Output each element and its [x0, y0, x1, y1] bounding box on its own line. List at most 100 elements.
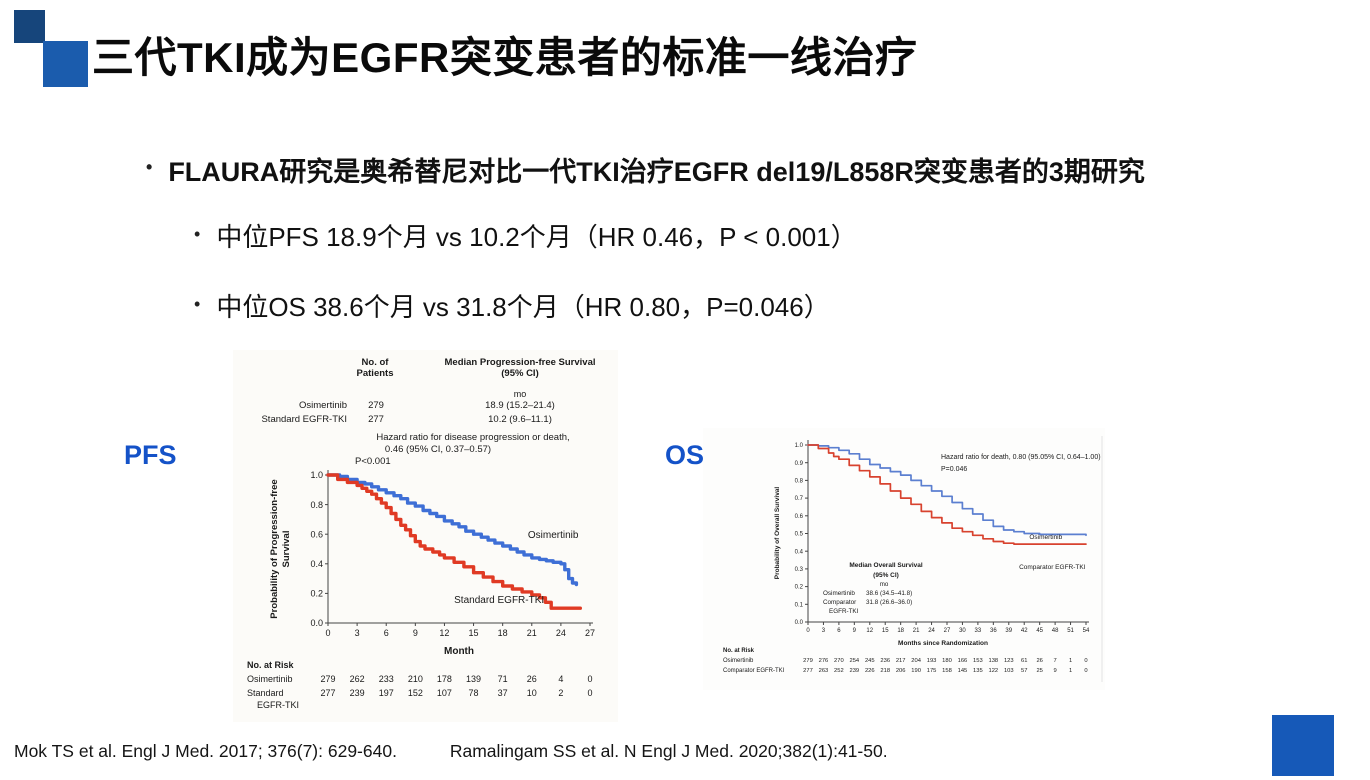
risk-count: 57 [1021, 668, 1027, 674]
inset-unit: mo [880, 581, 889, 588]
footer-corner-square [1272, 715, 1334, 776]
risk-count: 107 [437, 688, 452, 698]
citation-mok: Mok TS et al. Engl J Med. 2017; 376(7): … [14, 741, 397, 761]
risk-count: 277 [803, 668, 813, 674]
bullet-pfs-text: 中位PFS 18.9个月 vs 10.2个月（HR 0.46，P < 0.001… [216, 222, 857, 252]
y-tick-label: 0.7 [795, 496, 804, 502]
risk-count: 204 [911, 658, 921, 664]
title-accent-square-dark [14, 10, 45, 43]
risk-count: 277 [320, 688, 335, 698]
risk-count: 158 [942, 668, 952, 674]
x-tick-label: 18 [498, 628, 508, 638]
pfs-panel-label: PFS [124, 440, 177, 470]
x-tick-label: 21 [527, 628, 537, 638]
y-tick-label: 0.4 [795, 549, 804, 555]
y-axis-title: Probability of Progression-free [269, 479, 280, 618]
risk-count: 78 [469, 688, 479, 698]
risk-row-label: Standard [247, 688, 284, 698]
risk-count: 145 [958, 668, 968, 674]
y-tick-label: 0.3 [795, 567, 804, 573]
x-tick-label: 21 [913, 628, 920, 634]
risk-count: 193 [927, 658, 937, 664]
risk-row-label: Comparator EGFR-TKI [723, 668, 785, 674]
risk-count: 103 [1004, 668, 1014, 674]
inset-row-name: EGFR-TKI [829, 608, 859, 615]
y-tick-label: 0.8 [795, 479, 804, 485]
bullet-flaura-text: FLAURA研究是奥希替尼对比一代TKI治疗EGFR del19/L858R突变… [168, 157, 1145, 187]
x-tick-label: 6 [384, 628, 389, 638]
risk-count: 175 [927, 668, 937, 674]
x-tick-label: 51 [1067, 628, 1074, 634]
risk-count: 61 [1021, 658, 1027, 664]
inset-header: Median Overall Survival [849, 562, 923, 569]
risk-count: 262 [350, 674, 365, 684]
risk-row-label: Osimertinib [247, 674, 293, 684]
os-panel-label: OS [665, 440, 705, 470]
x-tick-label: 24 [928, 628, 935, 634]
bullet-dot-icon: • [194, 224, 201, 244]
bullet-dot-icon: • [146, 157, 153, 177]
x-tick-label: 6 [837, 628, 841, 634]
risk-count: 152 [408, 688, 423, 698]
risk-table-title: No. at Risk [723, 648, 755, 654]
stats-n-value: 277 [368, 414, 384, 425]
os-kaplan-meier-figure: 0.00.10.20.30.40.50.60.70.80.91.00 3 6 9 12 1… [703, 428, 1105, 690]
curve-label: Osimertinib [528, 530, 579, 541]
risk-count: 0 [1084, 668, 1087, 674]
risk-count: 218 [880, 668, 890, 674]
risk-count: 166 [958, 658, 968, 664]
risk-count: 26 [1036, 658, 1042, 664]
risk-count: 26 [527, 674, 537, 684]
risk-count: 197 [379, 688, 394, 698]
x-tick-label: 15 [469, 628, 479, 638]
hazard-ratio-text: 0.46 (95% CI, 0.37–0.57) [385, 444, 491, 455]
inset-row-name: Osimertinib [823, 590, 855, 597]
stats-median-value: 18.9 (15.2–21.4) [485, 400, 555, 411]
risk-count: 239 [849, 668, 859, 674]
inset-median-value: 31.8 (26.6–36.0) [866, 599, 912, 606]
km-curve-osimertinib [807, 444, 1087, 537]
title-accent-square-light [43, 41, 88, 87]
km-curve-comparator-egfr-tki [807, 444, 1087, 545]
stats-col-header: Median Progression-free Survival [445, 357, 596, 368]
y-tick-label: 0.5 [795, 532, 804, 538]
risk-count: 279 [320, 674, 335, 684]
stats-unit: mo [514, 389, 527, 399]
risk-count: 71 [498, 674, 508, 684]
risk-count: 239 [350, 688, 365, 698]
stats-col-header: Patients [357, 368, 394, 379]
citation-footer: Mok TS et al. Engl J Med. 2017; 376(7): … [14, 741, 888, 762]
risk-count: 37 [498, 688, 508, 698]
risk-count: 180 [942, 658, 952, 664]
km-curve-osimertinib [326, 473, 579, 587]
y-axis-title: Survival [281, 531, 292, 568]
curve-label: Comparator EGFR-TKI [1019, 564, 1086, 571]
x-tick-label: 15 [882, 628, 889, 634]
y-tick-label: 0.8 [310, 500, 323, 510]
risk-count: 178 [437, 674, 452, 684]
inset-median-value: 38.6 (34.5–41.8) [866, 590, 912, 597]
y-tick-label: 0.6 [310, 529, 323, 539]
x-tick-label: 12 [439, 628, 449, 638]
x-tick-label: 12 [866, 628, 873, 634]
pfs-kaplan-meier-figure: 0.00.20.40.60.81.00 3 6 9 12 15 18 21 24 27Osimer… [233, 350, 618, 722]
risk-count: 254 [849, 658, 859, 664]
x-axis-title: Month [444, 646, 474, 657]
risk-count: 263 [819, 668, 829, 674]
x-tick-label: 54 [1083, 628, 1090, 634]
y-tick-label: 0.9 [795, 461, 804, 467]
risk-count: 25 [1036, 668, 1042, 674]
curve-label: Standard EGFR-TKI [454, 595, 544, 606]
risk-count: 10 [527, 688, 537, 698]
x-tick-label: 3 [822, 628, 826, 634]
risk-count: 0 [1084, 658, 1087, 664]
y-tick-label: 0.1 [795, 602, 804, 608]
x-tick-label: 9 [853, 628, 857, 634]
risk-count: 252 [834, 668, 844, 674]
x-tick-label: 48 [1052, 628, 1059, 634]
risk-row-label: Osimertinib [723, 658, 754, 664]
hazard-ratio-text: Hazard ratio for disease progression or … [376, 432, 569, 443]
bullet-os-text: 中位OS 38.6个月 vs 31.8个月（HR 0.80，P=0.046） [216, 292, 830, 322]
risk-count: 217 [896, 658, 906, 664]
risk-table-title: No. at Risk [247, 660, 295, 670]
